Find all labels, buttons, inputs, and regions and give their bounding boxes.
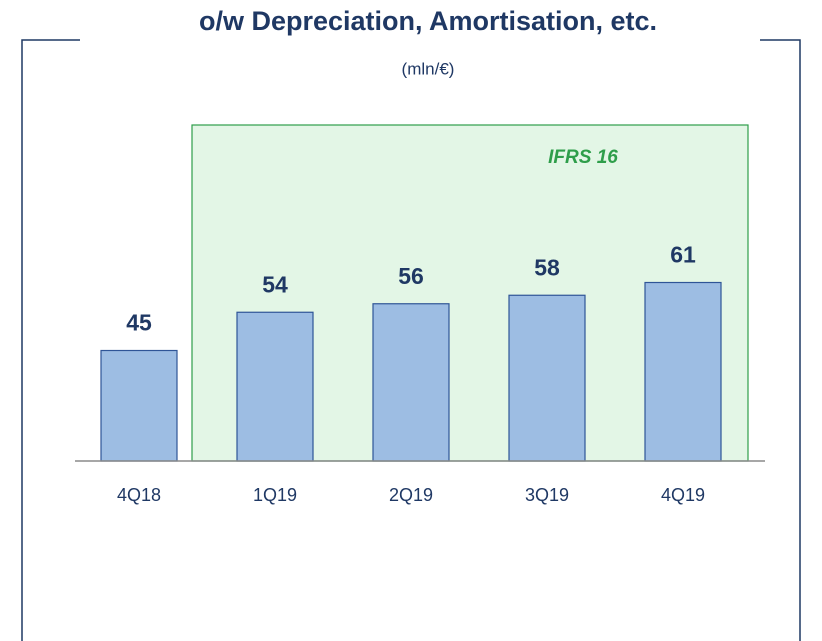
data-label: 58 (534, 254, 560, 280)
frame-right (760, 39, 801, 641)
data-label: 61 (670, 242, 696, 268)
annotation: IFRS 16 (548, 147, 618, 168)
x-tick-label: 1Q19 (253, 485, 297, 505)
bar (236, 311, 314, 462)
x-tick-label: 4Q18 (117, 485, 161, 505)
frame-left (21, 39, 80, 641)
bar (372, 303, 450, 462)
bar (100, 349, 178, 462)
data-label: 45 (126, 310, 152, 336)
x-tick-label: 4Q19 (661, 485, 705, 505)
x-tick-label: 2Q19 (389, 485, 433, 505)
data-label: 54 (262, 271, 288, 297)
x-tick-label: 3Q19 (525, 485, 569, 505)
chart-title: o/w Depreciation, Amortisation, etc. (199, 6, 657, 36)
bar (644, 281, 722, 462)
chart-subtitle: (mln/€) (402, 59, 455, 78)
data-label: 56 (398, 263, 424, 289)
bar (508, 294, 586, 462)
